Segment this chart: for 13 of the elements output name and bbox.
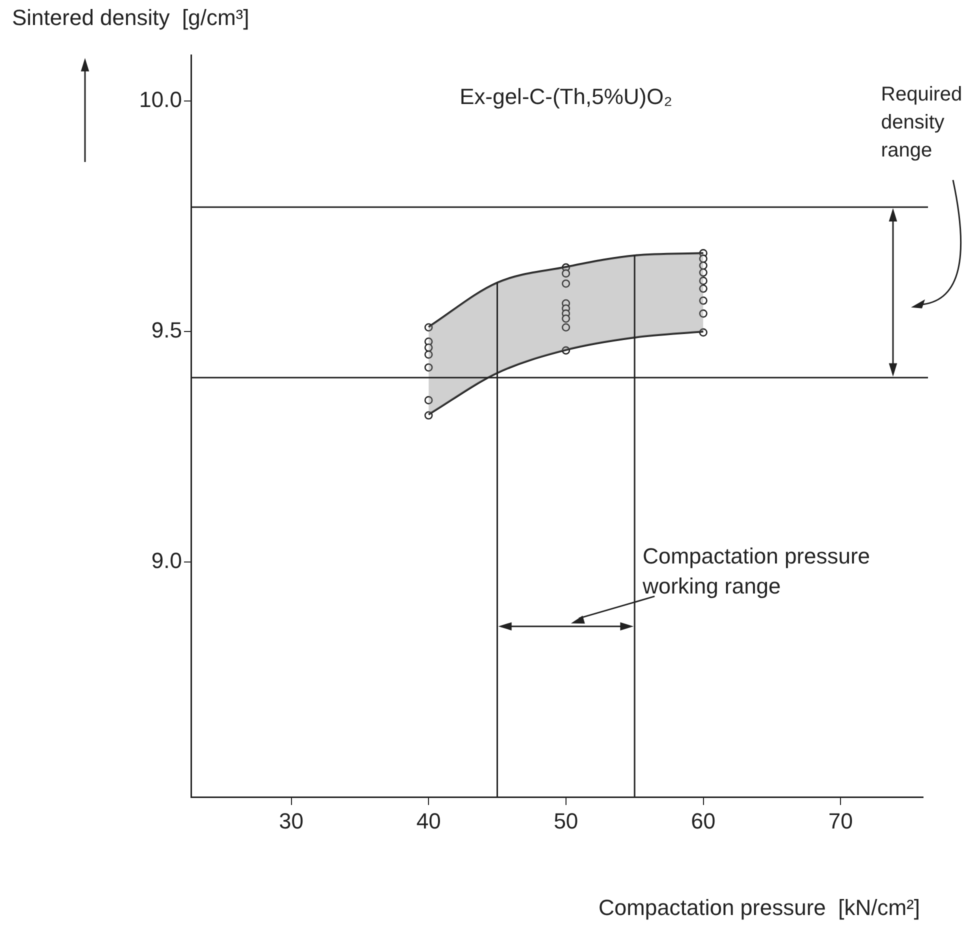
y-axis-title: Sintered density [g/cm³] [12, 5, 250, 30]
x-axis-title: Compactation pressure [kN/cm²] [598, 895, 920, 920]
y-tick-label: 9.0 [151, 548, 182, 574]
y-tick-label: 9.5 [151, 318, 182, 343]
x-tick-label: 40 [416, 808, 441, 834]
y-tick-label: 10.0 [139, 87, 182, 112]
ref-line-label: Compactation pressure working range [642, 543, 870, 598]
ref-line-label: Required density range [881, 84, 962, 162]
x-tick-label: 30 [279, 808, 304, 834]
x-tick-label: 60 [691, 808, 716, 834]
text: Ex-gel-C-(Th,5%U)O₂ [460, 84, 672, 110]
x-tick-label: 70 [828, 808, 853, 834]
x-tick-label: 50 [554, 808, 578, 834]
